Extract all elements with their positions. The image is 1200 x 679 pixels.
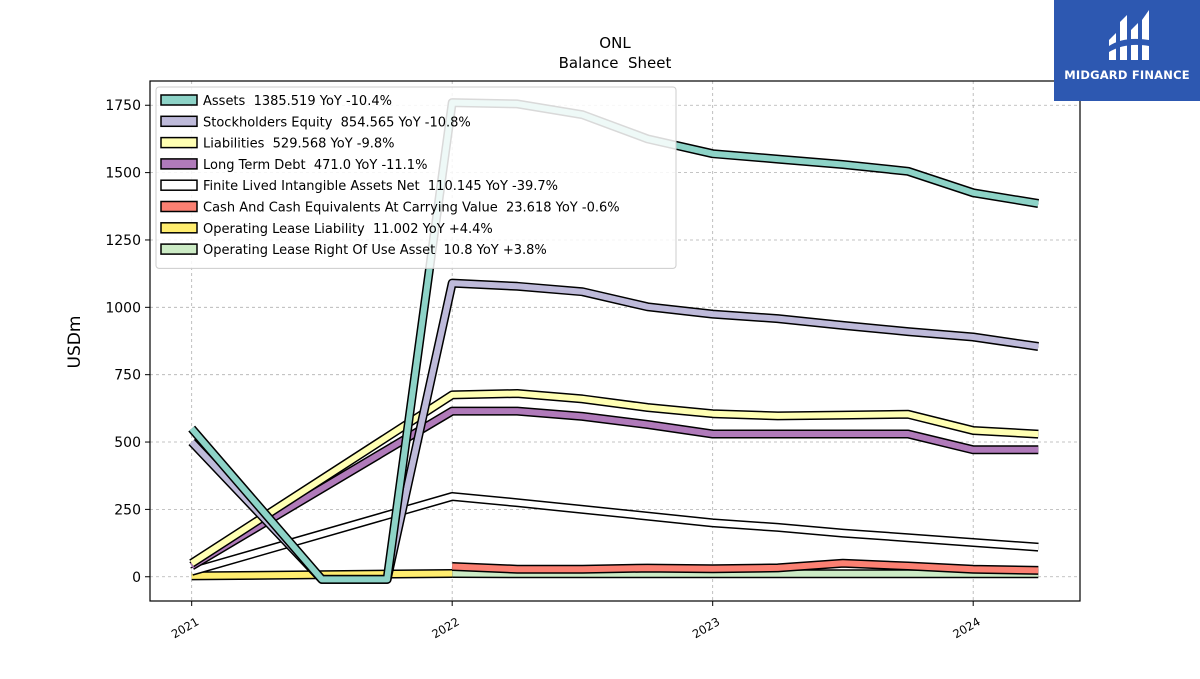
chart-subtitle: Balance Sheet bbox=[559, 54, 672, 72]
legend-label: Cash And Cash Equivalents At Carrying Va… bbox=[203, 201, 620, 216]
legend-label: Operating Lease Liability 11.002 YoY +4.… bbox=[203, 222, 493, 237]
legend-entry: Stockholders Equity 854.565 YoY -10.8% bbox=[161, 115, 471, 130]
legend-swatch bbox=[161, 244, 197, 254]
legend-label: Long Term Debt 471.0 YoY -11.1% bbox=[203, 158, 427, 173]
legend-label: Assets 1385.519 YoY -10.4% bbox=[203, 94, 392, 109]
y-tick-label: 0 bbox=[132, 570, 141, 586]
legend-label: Stockholders Equity 854.565 YoY -10.8% bbox=[203, 115, 471, 130]
y-axis-label: USDm bbox=[65, 316, 85, 369]
y-tick-label: 1750 bbox=[105, 98, 141, 114]
legend-entry: Finite Lived Intangible Assets Net 110.1… bbox=[161, 179, 558, 194]
logo-mark-icon bbox=[1054, 0, 1200, 70]
y-tick-label: 250 bbox=[114, 502, 141, 518]
y-tick-label: 500 bbox=[114, 435, 141, 451]
y-tick-label: 1000 bbox=[105, 300, 141, 316]
legend-swatch bbox=[161, 223, 197, 233]
legend-swatch bbox=[161, 116, 197, 126]
legend-swatch bbox=[161, 95, 197, 105]
legend-label: Operating Lease Right Of Use Asset 10.8 … bbox=[203, 243, 547, 258]
y-tick-label: 1500 bbox=[105, 166, 141, 182]
legend-entry: Operating Lease Right Of Use Asset 10.8 … bbox=[161, 243, 547, 258]
y-tick-label: 750 bbox=[114, 368, 141, 384]
legend-entry: Operating Lease Liability 11.002 YoY +4.… bbox=[161, 222, 493, 237]
legend-label: Finite Lived Intangible Assets Net 110.1… bbox=[203, 179, 558, 194]
legend-box bbox=[156, 87, 676, 268]
legend: Assets 1385.519 YoY -10.4% Stockholders E… bbox=[156, 87, 676, 268]
logo-text: MIDGARD FINANCE bbox=[1054, 68, 1200, 82]
legend-swatch bbox=[161, 180, 197, 190]
legend-entry: Cash And Cash Equivalents At Carrying Va… bbox=[161, 201, 620, 216]
legend-swatch bbox=[161, 202, 197, 212]
y-tick-label: 1250 bbox=[105, 233, 141, 249]
legend-swatch bbox=[161, 159, 197, 169]
legend-swatch bbox=[161, 138, 197, 148]
legend-label: Liabilities 529.568 YoY -9.8% bbox=[203, 137, 395, 152]
brand-logo: MIDGARD FINANCE bbox=[1054, 0, 1200, 101]
chart-title: ONL bbox=[599, 34, 631, 52]
